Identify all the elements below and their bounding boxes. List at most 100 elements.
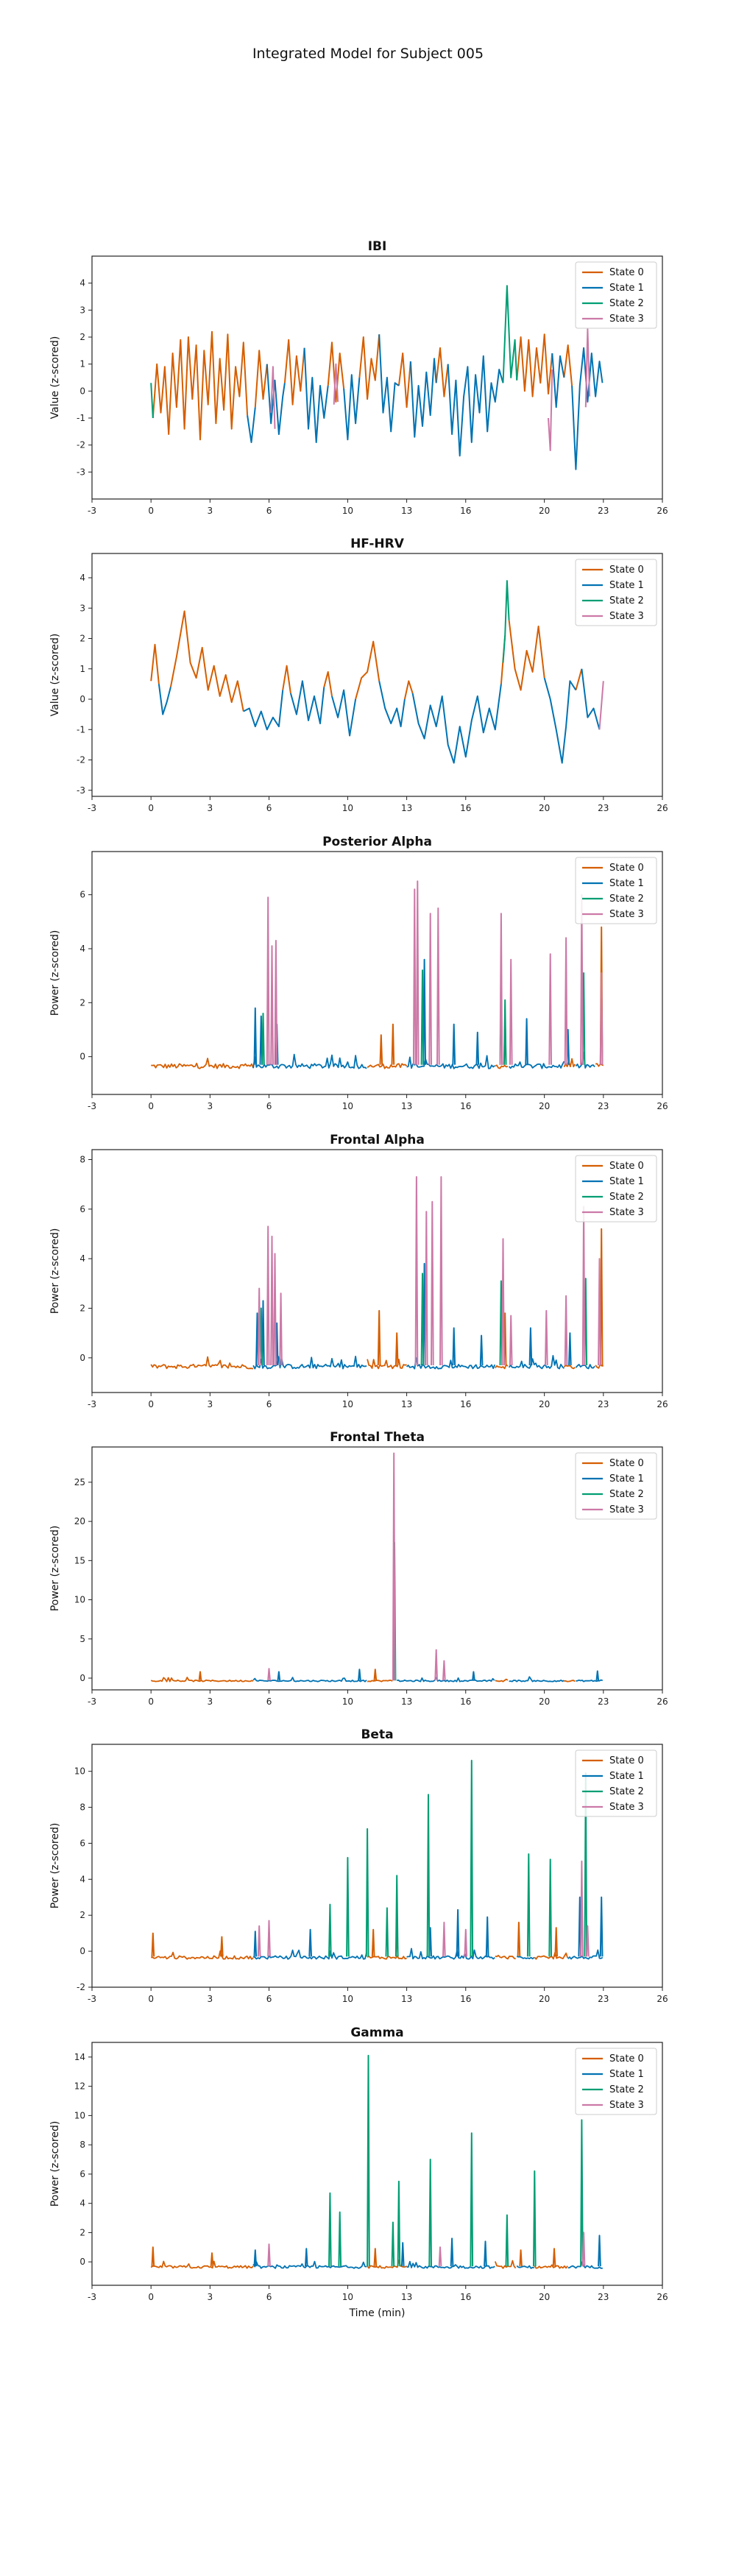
series-spike xyxy=(257,1287,261,1366)
series-line xyxy=(327,342,345,403)
series-spike xyxy=(470,2132,474,2267)
series-spike xyxy=(509,958,513,1065)
series-spike xyxy=(377,1309,381,1366)
legend-label: State 3 xyxy=(609,611,644,622)
series-spike xyxy=(266,896,270,1065)
x-tick-label: -3 xyxy=(88,1696,96,1707)
x-tick-label: 13 xyxy=(401,2292,412,2302)
y-axis-label: Power (z-scored) xyxy=(49,930,61,1016)
series-spike xyxy=(475,1031,480,1065)
y-tick-label: 0 xyxy=(79,694,85,704)
series-line xyxy=(266,364,286,435)
series-state-3 xyxy=(266,880,604,1065)
x-tick-label: 20 xyxy=(539,1696,550,1707)
series-spike xyxy=(452,1023,456,1065)
y-tick-label: 6 xyxy=(79,1838,85,1848)
series-baseline xyxy=(534,1952,569,1960)
x-tick-label: 16 xyxy=(460,1994,471,2004)
y-tick-label: 20 xyxy=(74,1516,85,1526)
series-spike xyxy=(428,2159,432,2267)
plot-frame xyxy=(91,553,663,797)
series-state-3 xyxy=(270,328,591,451)
series-spike xyxy=(277,1671,281,1681)
legend-box xyxy=(575,1452,657,1520)
x-tick-label: 10 xyxy=(342,2292,353,2302)
series-spike xyxy=(499,913,503,1065)
series-line xyxy=(397,353,411,408)
plot-area xyxy=(150,1452,604,1682)
x-tick-label: 26 xyxy=(657,2292,668,2302)
x-tick-label: 16 xyxy=(460,1101,471,1111)
series-baseline xyxy=(576,1679,604,1682)
subplot-title: Frontal Alpha xyxy=(330,1133,425,1147)
x-tick-label: 16 xyxy=(460,1399,471,1409)
y-tick-label: 25 xyxy=(74,1477,85,1487)
series-spike xyxy=(548,1858,552,1957)
series-line xyxy=(282,665,291,693)
series-spike xyxy=(151,1932,155,1957)
series-spike xyxy=(426,1794,431,1957)
x-tick-label: 0 xyxy=(148,1101,154,1111)
series-spike xyxy=(436,907,440,1065)
series-spike xyxy=(442,1922,446,1957)
series-state-1 xyxy=(252,1669,604,1682)
series-state-0 xyxy=(150,610,583,712)
y-tick-label: 10 xyxy=(74,1766,85,1777)
x-tick-label: 20 xyxy=(539,803,550,813)
series-spike xyxy=(305,2248,308,2267)
legend: State 0 State 1 State 2 State 3 xyxy=(575,857,657,924)
y-tick-label: -2 xyxy=(77,440,85,450)
series-state-1 xyxy=(252,2234,603,2269)
series-spike xyxy=(581,1206,586,1366)
legend-box xyxy=(575,1749,657,1817)
x-tick-label: 23 xyxy=(598,506,609,516)
x-tick-label: 23 xyxy=(598,1101,609,1111)
x-tick-label: 3 xyxy=(208,506,213,516)
series-state-3 xyxy=(267,1452,446,1681)
legend-label: State 2 xyxy=(609,2084,644,2095)
series-spike xyxy=(552,2248,556,2267)
series-spike xyxy=(598,1258,601,1366)
series-line xyxy=(254,350,268,408)
series-baseline xyxy=(509,1676,565,1682)
series-spike xyxy=(253,2249,258,2267)
series-spike xyxy=(394,1875,399,1957)
x-tick-label: 23 xyxy=(598,803,609,813)
series-spike xyxy=(452,1327,456,1366)
series-baseline xyxy=(367,2260,408,2269)
x-tick-label: 3 xyxy=(208,1696,213,1707)
series-spike xyxy=(442,1660,446,1681)
series-spike xyxy=(412,888,417,1065)
x-tick-label: 10 xyxy=(342,506,353,516)
y-tick-label: 1 xyxy=(79,664,85,674)
series-baseline xyxy=(151,1950,254,1960)
y-tick-label: 2 xyxy=(79,634,85,644)
series-spike xyxy=(464,1928,468,1957)
x-tick-label: 6 xyxy=(266,1696,272,1707)
series-line xyxy=(270,366,276,429)
x-tick-label: 16 xyxy=(460,2292,471,2302)
series-baseline xyxy=(406,1356,496,1370)
subplot-4: Frontal Alpha Power (z-scored) -3 0 3 6 10 13 16… xyxy=(49,1133,668,1409)
series-baseline xyxy=(495,1064,509,1069)
series-spike xyxy=(484,2240,487,2267)
x-tick-label: 13 xyxy=(401,1696,412,1707)
x-tick-label: -3 xyxy=(88,2292,96,2302)
series-spike xyxy=(367,2054,370,2267)
subplot-title: Frontal Theta xyxy=(330,1430,425,1445)
series-state-0 xyxy=(151,926,604,1069)
legend-label: State 0 xyxy=(609,1161,644,1172)
plot-area xyxy=(151,880,604,1069)
series-spike xyxy=(479,1334,484,1366)
series-baseline xyxy=(367,1359,407,1370)
series-spike xyxy=(438,2246,442,2267)
x-tick-label: 3 xyxy=(208,803,213,813)
series-state-2 xyxy=(150,285,518,419)
legend-label: State 0 xyxy=(609,863,644,874)
legend-label: State 3 xyxy=(609,314,644,325)
series-baseline xyxy=(406,2260,495,2269)
series-spike xyxy=(564,937,568,1065)
y-tick-label: 2 xyxy=(79,332,85,342)
series-baseline xyxy=(516,1956,535,1960)
